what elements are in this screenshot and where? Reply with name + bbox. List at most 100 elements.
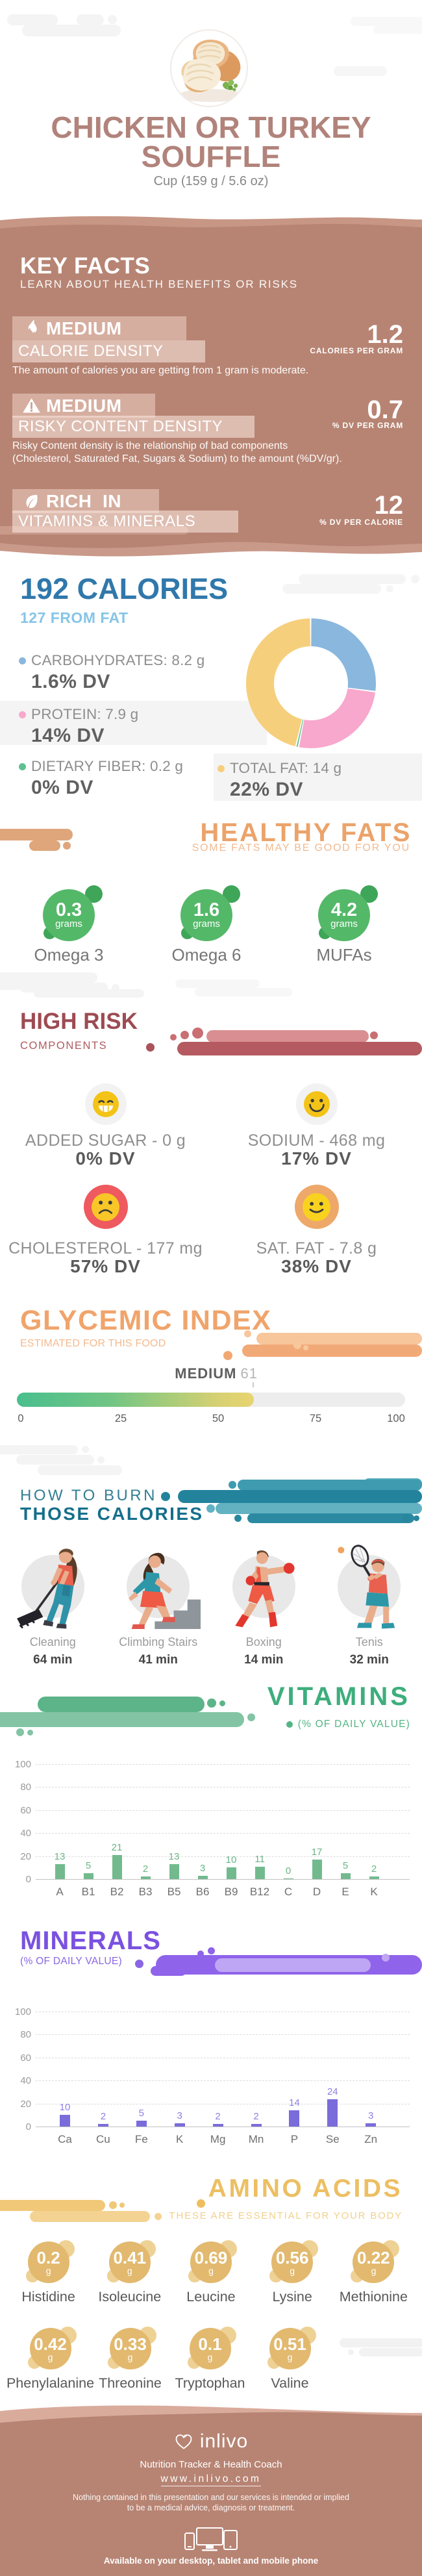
fact-level-bar: MEDIUM — [12, 316, 186, 340]
vitamins-title: VITAMINS — [267, 1682, 410, 1711]
fact-unit: % DV PER GRAM — [332, 421, 403, 430]
legend-dv: 0% DV — [31, 777, 93, 798]
bar-value-Cu: 2 — [100, 2111, 106, 2123]
bar-category-Mg: Mg — [210, 2133, 226, 2145]
high-risk-section: HIGH RISK COMPONENTS ADDED SUGAR - 0 g 0%… — [0, 979, 422, 1289]
healthy-fats-title: HEALTHY FATS — [200, 818, 412, 847]
amino-unit: g — [127, 2265, 132, 2276]
grid-line-40 — [36, 1833, 410, 1834]
footer-url[interactable]: www.inlivo.com — [0, 2473, 422, 2486]
decor-dot — [95, 982, 102, 989]
fact-level: MEDIUM — [46, 395, 122, 416]
legend-item: DIETARY FIBER: 0.2 g 0% DV — [19, 758, 183, 799]
decor-pill — [216, 1503, 422, 1514]
legend-bullet — [217, 764, 225, 772]
minerals-title: MINERALS — [20, 1926, 161, 1955]
healthy-fat-item: 4.2 grams MUFAs — [275, 885, 413, 965]
minerals-section: MINERALS (% OF DAILY VALUE) 100 80 60 40 20 0… — [0, 1910, 422, 2163]
footer-background — [0, 2434, 422, 2576]
gi-gauge-fill — [17, 1393, 254, 1407]
decor-dot — [293, 1341, 301, 1349]
decor-cloud — [334, 66, 387, 76]
amino-unit: g — [45, 2265, 51, 2276]
activity-figure-art — [235, 1550, 295, 1628]
decor-cloud — [0, 981, 91, 990]
decor-dot — [223, 1351, 232, 1360]
amino-item-valine: 0.51 g Valine — [250, 2327, 330, 2392]
risk-dv: 0% DV — [75, 1148, 136, 1168]
bar-category-B6: B6 — [195, 1886, 210, 1898]
healthy-fats-badges: 0.3 grams Omega 3 1.6 grams Omega 6 4.2 grams MU… — [0, 885, 413, 965]
legend-label: DIETARY FIBER: 0.2 g — [31, 758, 184, 774]
decor-dot — [97, 1456, 105, 1463]
risk-label: CHOLESTEROL - 177 mg — [8, 1239, 203, 1257]
footer-wave — [0, 2405, 422, 2436]
amino-acids-subtitle: THESE ARE ESSENTIAL FOR YOUR BODY — [169, 2210, 403, 2221]
bar-B3 — [140, 1876, 151, 1879]
bar-category-Zn: Zn — [364, 2133, 378, 2145]
vitamins-subtitle: (% OF DAILY VALUE) — [286, 1719, 410, 1730]
badge-circle: 0.33 g — [109, 2328, 151, 2369]
legend-item: CARBOHYDRATES: 8.2 g 1.6% DV — [19, 652, 205, 693]
amino-label: Leucine — [186, 2289, 236, 2305]
amino-value: 0.2 — [36, 2247, 60, 2267]
fact-name-bar: CALORIE DENSITY — [12, 340, 205, 362]
bar-category-P: P — [290, 2133, 299, 2145]
calories-section: 192 CALORIES 127 FROM FAT CARBOHYDRATES:… — [0, 564, 422, 805]
bar-category-C: C — [284, 1886, 293, 1898]
fact-level: RICH IN — [46, 490, 121, 511]
y-axis-label: 0 — [25, 1874, 31, 1885]
decor-pill — [256, 1333, 422, 1345]
bar-category-Se: Se — [325, 2133, 340, 2145]
gi-level: MEDIUM 61 — [175, 1365, 258, 1382]
risk-dv: 38% DV — [281, 1256, 352, 1276]
amino-label: Lysine — [272, 2289, 312, 2305]
bar-value-D: 17 — [311, 1846, 323, 1858]
legend-dv: 14% DV — [31, 725, 105, 746]
fact-name: RISKY CONTENT DENSITY — [18, 418, 223, 435]
warning-icon — [23, 398, 40, 413]
decor-dot — [234, 1515, 242, 1522]
bar-K — [174, 2123, 185, 2127]
amino-item-histidine: 0.2 g Histidine — [8, 2240, 89, 2305]
calories-from-fat: 127 FROM FAT — [20, 609, 129, 626]
glycemic-index-section: GLYCEMIC INDEX ESTIMATED FOR THIS FOOD M… — [0, 1289, 422, 1448]
gi-scale-100: 100 — [387, 1413, 405, 1424]
risk-dv: 57% DV — [70, 1256, 141, 1276]
wave-bottom — [0, 535, 422, 569]
y-axis-label: 0 — [25, 2121, 31, 2132]
risk-emoji-smile-big — [295, 1083, 338, 1125]
decor-cloud — [175, 979, 260, 988]
footer-url-text[interactable]: www.inlivo.com — [160, 2473, 262, 2486]
calories-title: 192 CALORIES — [20, 572, 229, 605]
decor-dot — [146, 1043, 155, 1052]
badge-unit: grams — [193, 918, 220, 929]
decor-pill — [151, 1966, 186, 1976]
amino-item-methionine: 0.22 g Methionine — [333, 2240, 414, 2305]
risk-label: ADDED SUGAR - 0 g — [25, 1131, 186, 1150]
decor-dot — [303, 1345, 308, 1350]
bar-D — [312, 1859, 322, 1879]
phone-icon — [184, 2532, 195, 2550]
amino-unit: g — [127, 2351, 133, 2362]
bar-A — [55, 1863, 65, 1879]
y-axis-label: 80 — [20, 2029, 31, 2041]
decor-pill — [38, 1697, 205, 1712]
climbing-stairs-figure — [116, 1545, 201, 1632]
legend-row-highlight — [214, 753, 422, 801]
healthy-fat-label: Omega 6 — [171, 945, 242, 965]
decor-pill — [178, 1490, 422, 1503]
amino-row-2: 0.42 g Phenylalanine 0.33 g Threonine 0.1 g Tryp… — [6, 2327, 330, 2392]
devices-icon — [184, 2527, 238, 2551]
bar-value-E: 5 — [342, 1860, 349, 1872]
badge-value: 4.2 — [330, 900, 358, 920]
healthy-fat-item: 0.3 grams Omega 3 — [0, 885, 138, 965]
badge-circle: 0.51 g — [269, 2328, 311, 2369]
footer-section: inlivo Nutrition Tracker & Health Coach … — [0, 2403, 422, 2576]
badge-circle: 0.22 g — [353, 2241, 395, 2283]
serving-size: Cup (159 g / 5.6 oz) — [153, 174, 269, 188]
fact-name-bar: RISKY CONTENT DENSITY — [12, 416, 254, 438]
decor-dot — [370, 1031, 378, 1039]
healthy-fat-label: Omega 3 — [34, 945, 104, 965]
